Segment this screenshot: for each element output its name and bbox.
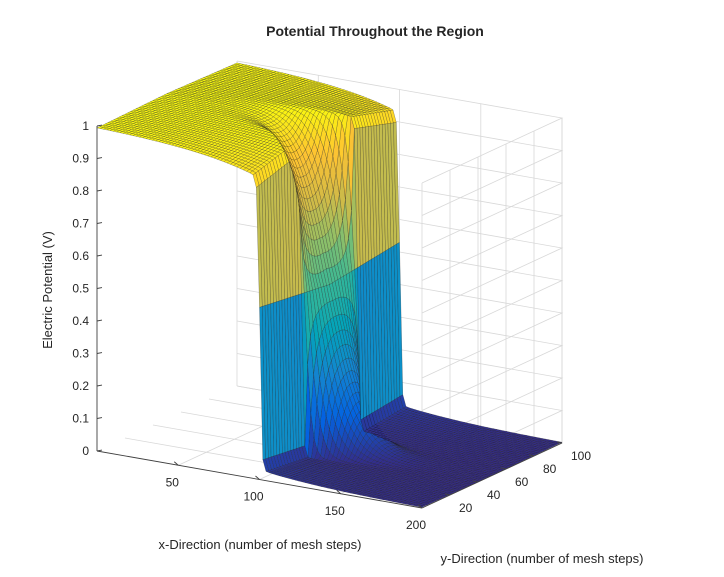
surface-layer	[97, 63, 562, 507]
